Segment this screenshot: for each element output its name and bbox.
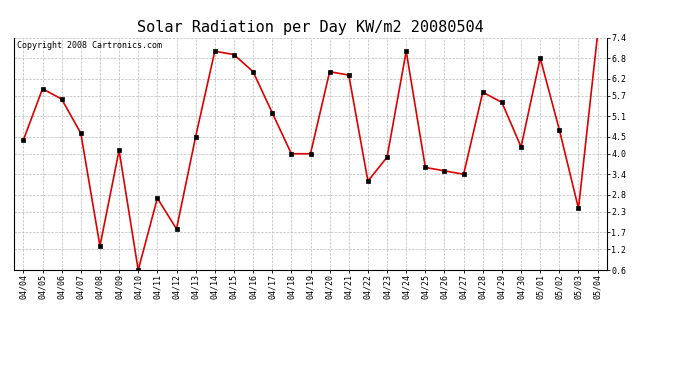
Text: Copyright 2008 Cartronics.com: Copyright 2008 Cartronics.com — [17, 41, 161, 50]
Title: Solar Radiation per Day KW/m2 20080504: Solar Radiation per Day KW/m2 20080504 — [137, 20, 484, 35]
